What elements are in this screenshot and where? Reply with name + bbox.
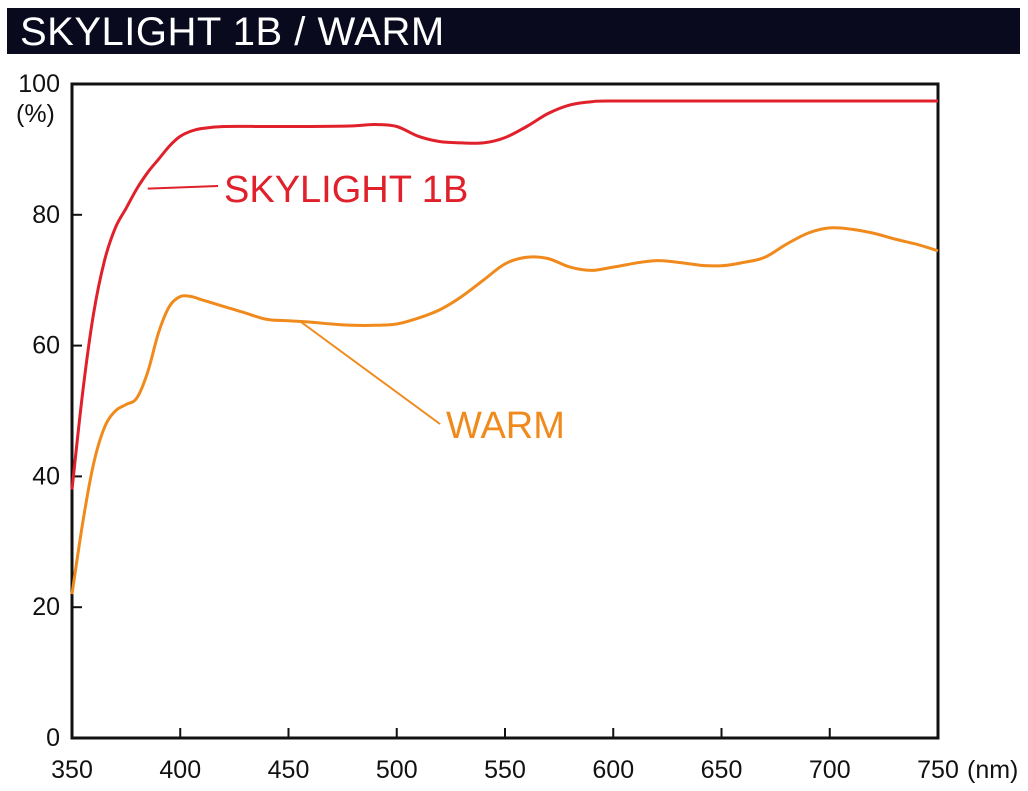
- y-axis-unit: (%): [16, 100, 55, 128]
- series-labels: SKYLIGHT 1B WARM: [147, 169, 565, 447]
- x-tick-label: 400: [159, 756, 201, 784]
- series-line-skylight-1b: [70, 99, 938, 490]
- y-tick-label: 60: [32, 332, 60, 360]
- title-bar: SKYLIGHT 1B / WARM: [7, 8, 1020, 54]
- x-tick-label: 700: [809, 756, 851, 784]
- x-axis-unit: (nm): [967, 756, 1018, 784]
- series-lines: [70, 99, 939, 595]
- x-tick-label: 350: [51, 756, 93, 784]
- y-tick-label: 100: [18, 70, 60, 98]
- x-tick-label: 600: [592, 756, 634, 784]
- series-label: WARM: [446, 405, 565, 447]
- chart-title: SKYLIGHT 1B / WARM: [20, 10, 445, 54]
- series-leader-line: [298, 319, 441, 425]
- x-tick-label: 450: [268, 756, 310, 784]
- series-label: SKYLIGHT 1B: [224, 169, 468, 211]
- x-tick-label: 550: [484, 756, 526, 784]
- y-tick-label: 40: [32, 462, 60, 490]
- axis-ticks: 350 400 450 500 550 600 650 700 750 (nm) 0 20 40 60 80…: [16, 70, 1018, 784]
- x-tick-label: 750: [917, 756, 959, 784]
- y-tick-label: 80: [32, 201, 60, 229]
- x-tick-label: 500: [376, 756, 418, 784]
- y-tick-label: 0: [46, 724, 60, 752]
- y-tick-label: 20: [32, 593, 60, 621]
- series-line-warm: [70, 226, 939, 595]
- x-tick-label: 650: [701, 756, 743, 784]
- series-leader-line: [147, 185, 219, 190]
